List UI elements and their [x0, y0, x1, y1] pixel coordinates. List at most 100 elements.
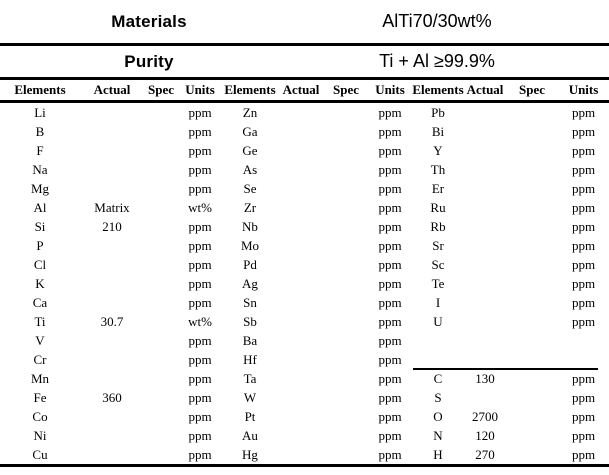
actual-value-cell [80, 426, 144, 445]
units-cell: ppm [571, 142, 596, 158]
actual-value-cell [80, 407, 144, 426]
elements-column-header: Elements [224, 82, 276, 97]
purity-row: Purity Ti + Al ≥99.9% [0, 46, 609, 80]
units-cell: ppm [571, 256, 596, 272]
element-symbol-cell: Mo [240, 237, 260, 253]
element-symbol-cell [412, 350, 464, 369]
element-symbol-cell: O [433, 408, 443, 424]
actual-value-cell [278, 236, 324, 255]
units-cell: ppm [378, 180, 402, 196]
actual-value-cell [80, 255, 144, 274]
spec-value-cell [144, 331, 178, 350]
units-cell: ppm [188, 180, 212, 196]
element-symbol-cell: Si [34, 218, 46, 234]
element-symbol-cell: Th [430, 161, 446, 177]
units-cell: ppm [571, 408, 596, 424]
units-cell: ppm [188, 408, 212, 424]
actual-value-cell [278, 331, 324, 350]
spec-value-cell [144, 255, 178, 274]
units-cell: ppm [571, 199, 596, 215]
spec-value-cell [506, 388, 558, 407]
spec-value-cell [506, 445, 558, 464]
spec-value-cell [144, 293, 178, 312]
spec-value-cell [506, 198, 558, 217]
units-cell [558, 350, 609, 369]
actual-value-cell [464, 331, 506, 350]
spec-value-cell [324, 312, 368, 331]
units-cell: ppm [571, 370, 596, 386]
spec-value-cell [506, 312, 558, 331]
element-symbol-cell: Nb [242, 218, 258, 234]
element-symbol-cell: Ga [242, 123, 258, 139]
units-cell: ppm [571, 446, 596, 462]
materials-value: AlTi70/30wt% [382, 11, 492, 31]
actual-value-cell [278, 426, 324, 445]
element-symbol-cell: Ta [243, 370, 257, 386]
actual-value-cell [80, 236, 144, 255]
element-symbol-cell: V [35, 332, 45, 348]
actual-value-cell [278, 160, 324, 179]
actual-value-cell [278, 122, 324, 141]
actual-value-cell: 30.7 [100, 313, 124, 329]
element-symbol-cell: F [36, 142, 44, 158]
element-symbol-cell: W [243, 389, 257, 405]
spec-value-cell [324, 388, 368, 407]
element-symbol-cell: Hf [243, 351, 257, 367]
element-symbol-cell: Au [242, 427, 258, 443]
units-cell: ppm [378, 161, 402, 177]
actual-value-cell [464, 388, 506, 407]
spec-column-header: Spec [333, 82, 359, 97]
spec-column-header: Spec [519, 82, 545, 97]
element-symbol-cell: Zr [243, 199, 257, 215]
spec-value-cell [324, 217, 368, 236]
actual-value-cell: 130 [475, 370, 495, 386]
spec-value-cell [506, 407, 558, 426]
spec-value-cell [506, 426, 558, 445]
units-cell: wt% [188, 313, 212, 329]
actual-value-cell [80, 103, 144, 122]
actual-value-cell [80, 445, 144, 464]
element-symbol-cell: Cr [33, 351, 47, 367]
actual-value-cell [80, 274, 144, 293]
element-symbol-cell: Ba [242, 332, 258, 348]
element-symbol-cell: K [35, 275, 45, 291]
units-cell: ppm [571, 104, 596, 120]
spec-value-cell [506, 141, 558, 160]
element-symbol-cell: Li [34, 104, 46, 120]
actual-column-header: Actual [466, 82, 504, 97]
actual-value-cell [278, 350, 324, 369]
spec-value-cell [324, 141, 368, 160]
spec-value-cell [324, 369, 368, 388]
element-symbol-cell [412, 331, 464, 350]
spec-value-cell [506, 331, 558, 350]
spec-value-cell [506, 122, 558, 141]
spec-value-cell [324, 293, 368, 312]
actual-value-cell [278, 255, 324, 274]
spec-value-cell [506, 236, 558, 255]
spec-value-cell [324, 445, 368, 464]
element-symbol-cell: H [433, 446, 443, 462]
actual-value-cell [278, 103, 324, 122]
element-symbol-cell: B [35, 123, 45, 139]
actual-value-cell: 360 [102, 389, 122, 405]
element-symbol-cell: S [434, 389, 442, 405]
element-symbol-cell: Sc [431, 256, 445, 272]
units-cell: ppm [378, 427, 402, 443]
units-cell: ppm [378, 199, 402, 215]
actual-value-cell [278, 217, 324, 236]
units-cell: wt% [188, 199, 212, 215]
element-symbol-cell: Al [33, 199, 47, 215]
actual-value-cell: 270 [475, 446, 495, 462]
spec-value-cell [506, 179, 558, 198]
units-cell: ppm [188, 142, 212, 158]
element-symbol-cell: Bi [431, 123, 445, 139]
element-symbol-cell: Cl [33, 256, 47, 272]
units-column-header: Units [375, 82, 405, 97]
actual-value-cell [464, 236, 506, 255]
actual-value-cell [464, 217, 506, 236]
spec-value-cell [324, 331, 368, 350]
actual-value-cell [464, 122, 506, 141]
element-symbol-cell: Ni [33, 427, 47, 443]
